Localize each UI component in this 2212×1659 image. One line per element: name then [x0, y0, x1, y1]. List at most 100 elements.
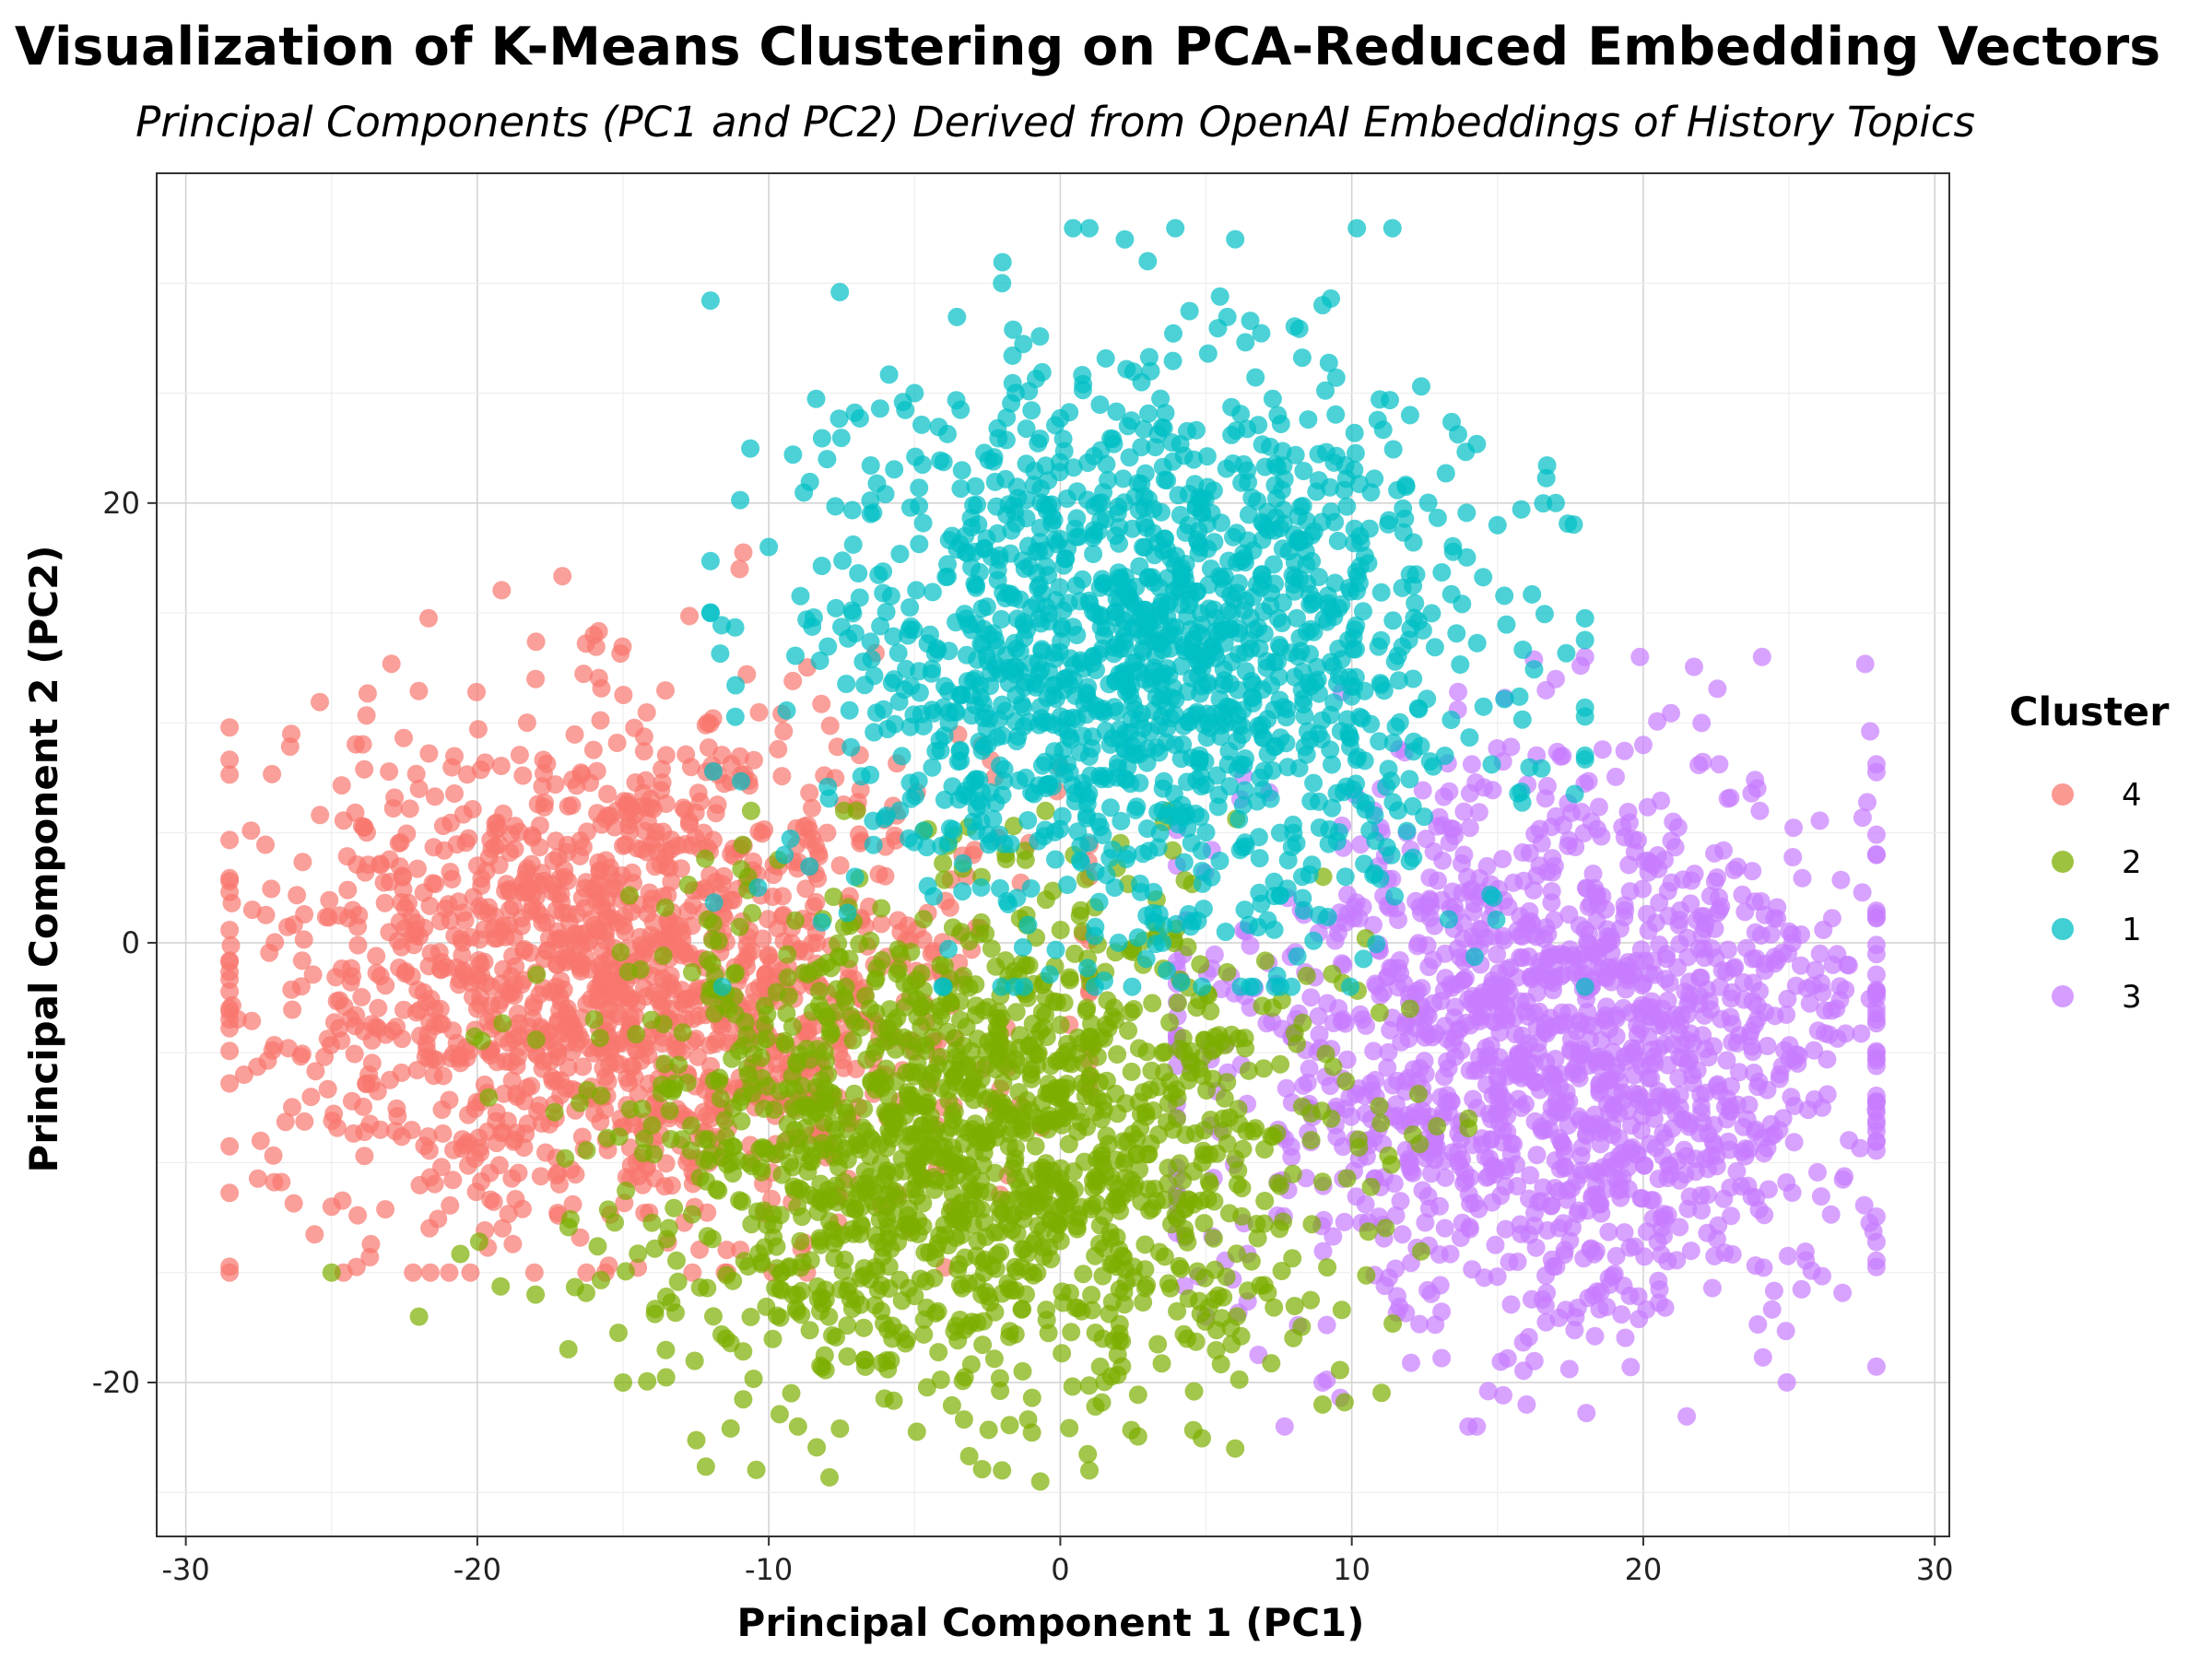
data-point	[1606, 767, 1625, 786]
data-point	[1325, 931, 1345, 950]
data-point	[348, 935, 368, 955]
data-point	[866, 1004, 886, 1023]
data-point	[939, 1091, 959, 1111]
data-point	[1866, 1010, 1886, 1030]
data-point	[947, 1047, 966, 1066]
data-point	[1527, 983, 1547, 1003]
data-point	[1574, 824, 1594, 842]
data-point	[613, 637, 632, 656]
data-point	[755, 996, 774, 1016]
data-point	[1599, 1222, 1618, 1241]
data-point	[367, 947, 386, 966]
data-point	[1727, 1161, 1747, 1181]
data-point	[791, 1231, 810, 1251]
data-point	[1129, 1039, 1148, 1058]
data-point	[1469, 1060, 1488, 1079]
data-point	[1722, 1206, 1741, 1226]
data-point	[263, 1041, 282, 1060]
data-point	[1639, 1068, 1658, 1088]
data-point	[1587, 884, 1606, 903]
data-point	[662, 830, 681, 850]
data-point	[1465, 894, 1484, 913]
data-point	[1649, 1081, 1668, 1100]
data-point	[842, 500, 862, 520]
data-point	[730, 917, 749, 936]
data-point	[1866, 935, 1886, 955]
data-point	[1692, 713, 1712, 733]
data-point	[1853, 808, 1872, 828]
data-point	[753, 929, 772, 948]
data-point	[1536, 918, 1556, 937]
data-point	[726, 963, 746, 982]
data-point	[546, 775, 565, 794]
data-point	[1122, 1062, 1141, 1081]
data-point	[662, 872, 681, 891]
data-point	[885, 1027, 904, 1046]
data-point	[1705, 843, 1724, 863]
data-point	[724, 1137, 743, 1157]
data-point	[324, 1013, 344, 1032]
data-point	[658, 912, 677, 931]
data-point	[750, 1140, 770, 1159]
data-point	[924, 1268, 944, 1288]
data-point	[1074, 1053, 1093, 1073]
data-point	[409, 779, 429, 798]
data-point	[1205, 1192, 1224, 1211]
data-point	[1105, 1174, 1124, 1194]
data-point	[1254, 1214, 1274, 1233]
data-point	[442, 869, 462, 888]
data-point	[1402, 1353, 1420, 1372]
data-point	[729, 1041, 748, 1060]
data-point	[358, 823, 376, 842]
data-point	[1257, 1014, 1277, 1033]
data-point	[776, 1132, 795, 1151]
data-point	[1547, 742, 1567, 761]
data-point	[1060, 1102, 1079, 1121]
data-point	[1768, 898, 1787, 917]
data-point	[1485, 1055, 1504, 1075]
data-point	[763, 1329, 782, 1348]
data-point	[1575, 977, 1594, 996]
data-point	[1285, 1297, 1304, 1315]
data-point	[1110, 534, 1128, 553]
data-point	[1370, 732, 1389, 751]
data-point	[1851, 1138, 1870, 1158]
data-point	[1477, 1038, 1496, 1057]
data-point	[1317, 1315, 1336, 1335]
data-point	[982, 939, 1001, 959]
data-point	[1547, 1103, 1566, 1122]
data-point	[527, 965, 547, 984]
data-point	[1026, 1136, 1045, 1156]
data-point	[1662, 703, 1680, 723]
data-point	[369, 998, 388, 1018]
data-point	[1130, 1160, 1149, 1179]
data-point	[597, 1128, 617, 1147]
data-point	[992, 977, 1011, 996]
data-point	[788, 1301, 807, 1321]
data-point	[322, 1263, 341, 1282]
data-point	[461, 1263, 480, 1282]
data-point	[1488, 1267, 1507, 1287]
data-point	[1866, 762, 1886, 782]
data-point	[798, 830, 818, 849]
data-point	[1754, 1144, 1773, 1163]
data-point	[360, 1114, 380, 1134]
data-point	[563, 1194, 582, 1214]
data-point	[1229, 1100, 1248, 1119]
data-point	[1170, 1154, 1189, 1173]
data-point	[958, 1084, 977, 1102]
data-point	[420, 1050, 440, 1069]
data-point	[827, 598, 845, 618]
data-point	[836, 977, 855, 996]
data-point	[834, 1058, 853, 1077]
data-point	[1281, 1137, 1300, 1156]
data-point	[1252, 324, 1271, 343]
data-point	[1639, 921, 1658, 940]
data-point	[1454, 802, 1474, 821]
data-point	[1747, 779, 1767, 798]
data-point	[1435, 747, 1454, 765]
data-point	[1174, 853, 1194, 872]
data-point	[1866, 1232, 1886, 1252]
data-point	[1733, 885, 1752, 904]
data-point	[1034, 1201, 1053, 1220]
